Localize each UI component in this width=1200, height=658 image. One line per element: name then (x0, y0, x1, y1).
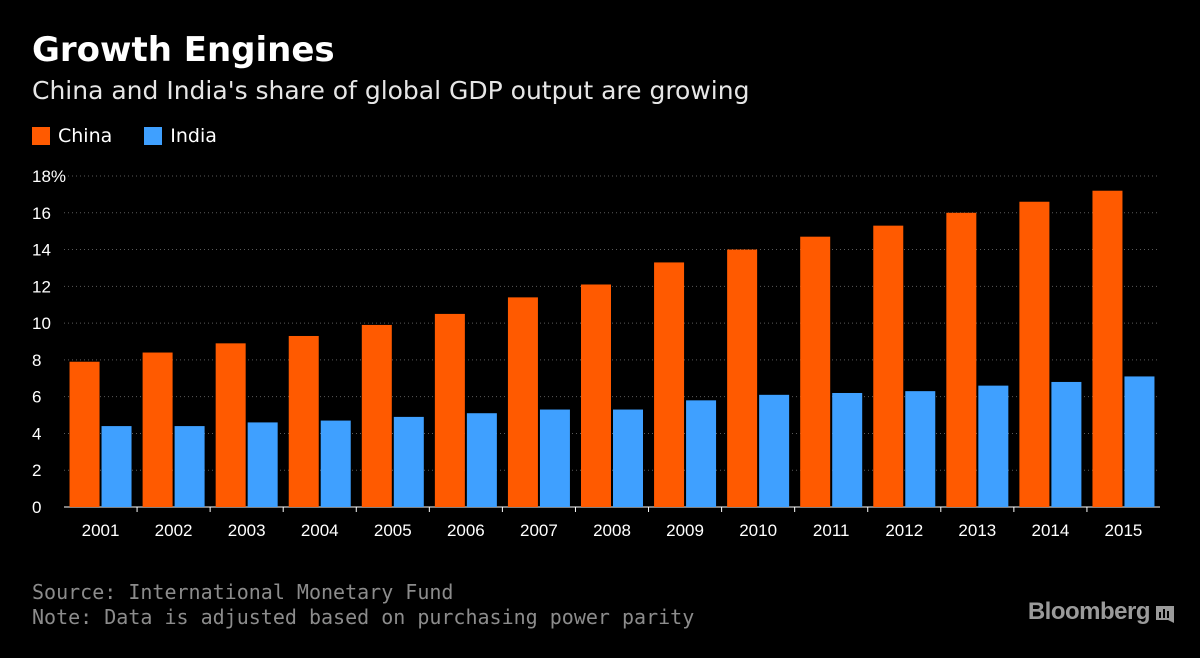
legend-label-china: China (58, 125, 113, 147)
legend-item-india: India (144, 125, 217, 147)
brand-name: Bloomberg (1027, 598, 1151, 625)
x-tick-label: 2010 (739, 521, 777, 540)
legend-label-india: India (170, 125, 217, 147)
y-tick-label: 16 (32, 204, 51, 223)
bar-china (434, 313, 465, 507)
bar-india (393, 416, 424, 507)
bar-china (69, 361, 100, 507)
bar-india (466, 413, 497, 507)
x-tick-label: 2007 (520, 521, 558, 540)
y-tick-label: 12 (32, 277, 51, 296)
bar-india (613, 409, 643, 507)
x-tick-label: 2004 (301, 521, 339, 540)
bar-china (1092, 190, 1123, 507)
bar-india (1124, 376, 1155, 507)
y-tick-label: 0 (32, 498, 41, 517)
bar-china (581, 284, 611, 507)
chart-subtitle: China and India's share of global GDP ou… (32, 76, 750, 105)
legend-item-china: China (32, 125, 112, 147)
x-tick-label: 2008 (593, 521, 631, 540)
x-tick-label: 2011 (813, 521, 850, 540)
bar-china (873, 225, 904, 507)
x-tick-label: 2002 (155, 521, 193, 540)
bar-india (978, 385, 1009, 507)
x-tick-label: 2009 (666, 521, 704, 540)
bar-china (361, 324, 392, 507)
chart-title: Growth Engines (32, 30, 335, 70)
legend-swatch-india (144, 127, 163, 145)
bar-india (832, 392, 863, 507)
bar-china (288, 335, 319, 507)
x-tick-label: 2014 (1031, 521, 1069, 540)
bar-india (320, 420, 351, 507)
bar-china (654, 262, 685, 507)
y-tick-label: 4 (32, 424, 41, 443)
x-tick-label: 2015 (1105, 521, 1143, 540)
y-tick-label: 18% (32, 167, 66, 186)
x-tick-label: 2012 (885, 521, 923, 540)
bar-india (174, 426, 205, 507)
bloomberg-logo: Bloomberg (1028, 598, 1174, 626)
bloomberg-logo-icon (1156, 602, 1174, 623)
bar-india (905, 391, 936, 507)
y-tick-label: 14 (32, 241, 51, 260)
legend-swatch-china (32, 127, 50, 145)
y-tick-label: 6 (32, 388, 41, 407)
bar-china (946, 212, 977, 507)
bar-india (759, 394, 790, 507)
bar-china (142, 352, 173, 507)
legend: China India (32, 125, 249, 147)
source-note: Source: International Monetary Fund (32, 580, 454, 604)
bar-china (800, 236, 831, 507)
bar-china (507, 297, 538, 507)
y-tick-label: 10 (32, 314, 51, 333)
bar-india (686, 400, 717, 507)
x-tick-label: 2003 (228, 521, 266, 540)
x-tick-label: 2006 (447, 521, 485, 540)
bar-india (539, 409, 570, 507)
bar-india (101, 426, 132, 507)
bar-china (727, 249, 758, 508)
x-tick-label: 2001 (82, 521, 120, 540)
bar-china (215, 343, 246, 507)
bar-china (1019, 201, 1050, 507)
x-tick-label: 2013 (958, 521, 996, 540)
bar-india (247, 422, 278, 507)
bar-india (1051, 381, 1082, 507)
data-note: Note: Data is adjusted based on purchasi… (32, 605, 695, 629)
bar-chart: 0 2 4 6 8 10 12 14 16 18% 2001 2002 2003 2004 2005 2006… (32, 167, 1160, 540)
y-tick-label: 8 (32, 351, 41, 370)
x-tick-label: 2005 (374, 521, 412, 540)
y-tick-label: 2 (32, 461, 41, 480)
